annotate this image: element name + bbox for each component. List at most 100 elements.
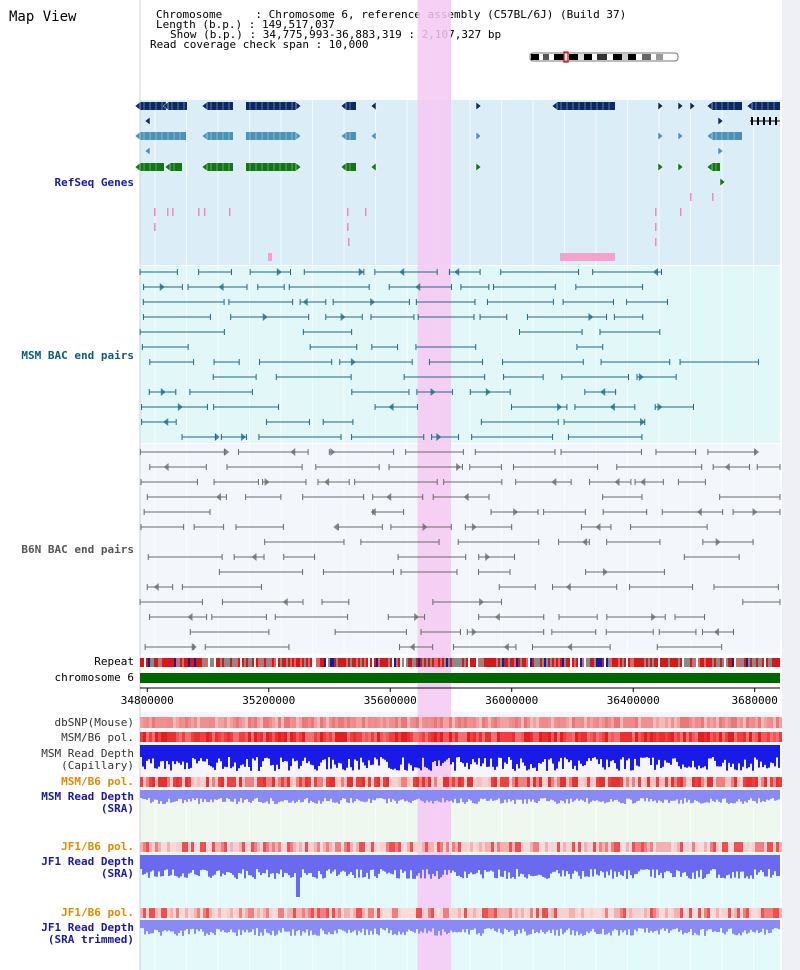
depth-bar [616, 920, 618, 931]
heat-cell [407, 908, 410, 918]
depth-bar [186, 855, 188, 878]
depth-bar [668, 855, 670, 872]
depth-bar [496, 745, 498, 767]
depth-bar [432, 920, 434, 929]
depth-bar [380, 745, 382, 758]
depth-bar [320, 920, 322, 929]
depth-bar [742, 745, 744, 767]
repeat-segment [220, 658, 222, 667]
heat-cell [302, 908, 305, 918]
depth-bar [298, 855, 300, 897]
repeat-segment [438, 658, 440, 667]
heat-cell [692, 717, 695, 728]
heat-cell [377, 732, 380, 742]
heat-cell [497, 777, 500, 787]
depth-bar [630, 920, 632, 936]
depth-bar [624, 920, 626, 931]
depth-bar [674, 855, 676, 877]
repeat-segment [320, 658, 322, 667]
heat-cell [686, 732, 689, 742]
heat-cell [767, 732, 770, 742]
depth-bar [660, 920, 662, 930]
depth-bar [244, 745, 246, 767]
depth-bar [606, 855, 608, 872]
heat-cell [527, 842, 530, 852]
depth-bar [776, 920, 778, 929]
depth-bar [648, 855, 650, 870]
depth-bar [762, 855, 764, 872]
depth-bar [334, 790, 336, 803]
depth-bar [416, 790, 418, 800]
depth-bar [536, 855, 538, 876]
heat-cell [458, 732, 461, 742]
heat-cell [743, 908, 746, 918]
depth-bar [778, 855, 780, 876]
depth-bar [202, 790, 204, 803]
repeat-segment [688, 658, 690, 667]
heat-cell [488, 842, 491, 852]
msm-bac-label[interactable]: MSM BAC end pairs [21, 349, 134, 362]
depth-bar [384, 855, 386, 872]
depth-bar [192, 790, 194, 799]
heat-cell [272, 842, 275, 852]
heat-cell [575, 717, 578, 728]
depth-bar [342, 745, 344, 770]
heat-cell [251, 717, 254, 728]
heat-cell [650, 732, 653, 742]
heat-cell [215, 777, 218, 787]
heat-cell [596, 777, 599, 787]
depth-bar [580, 745, 582, 764]
depth-bar [744, 745, 746, 760]
heat-cell [389, 732, 392, 742]
depth-bar [656, 855, 658, 870]
depth-bar [162, 920, 164, 932]
heat-cell [146, 777, 149, 787]
repeat-segment [636, 658, 638, 667]
repeat-segment [628, 658, 630, 667]
gene-strand-arrow [706, 101, 713, 111]
heat-cell [494, 842, 497, 852]
depth-bar [692, 920, 694, 936]
depth-bar [716, 790, 718, 800]
heat-cell [521, 717, 524, 728]
heat-cell [158, 908, 161, 918]
depth-bar [566, 790, 568, 800]
depth-bar [444, 920, 446, 932]
depth-bar [754, 745, 756, 758]
repeat-segment [140, 658, 142, 667]
b6n-bac-label[interactable]: B6N BAC end pairs [21, 543, 134, 556]
depth-bar [674, 745, 676, 759]
heat-cell [698, 908, 701, 918]
depth-bar [462, 920, 464, 930]
heat-cell [503, 777, 506, 787]
heat-cell [347, 842, 350, 852]
heat-cell [671, 732, 674, 742]
depth-bar [618, 855, 620, 872]
gene-strand-arrow [370, 101, 377, 111]
depth-bar [292, 790, 294, 801]
position-axis: 34800000 35200000 35600000 36000000 36400000… [121, 687, 780, 707]
heat-cell [545, 717, 548, 728]
bac-end-arrow [370, 508, 376, 516]
depth-bar [256, 790, 258, 799]
depth-bar [484, 745, 486, 759]
heat-cell [455, 842, 458, 852]
repeat-segment [180, 658, 182, 667]
gene-strand-arrow [746, 101, 753, 111]
refseq-label[interactable]: RefSeq Genes [54, 176, 134, 189]
heat-cell [425, 732, 428, 742]
heat-cell [431, 732, 434, 742]
heat-cell [398, 908, 401, 918]
repeat-segment [188, 658, 190, 667]
repeat-segment [574, 658, 576, 667]
depth-bar [690, 790, 692, 804]
depth-bar [420, 745, 422, 771]
depth-bar [772, 790, 774, 799]
heat-cell [767, 777, 770, 787]
heat-cell [143, 732, 146, 742]
refseq-tick [198, 208, 200, 216]
heat-cell [482, 842, 485, 852]
depth-bar [710, 920, 712, 930]
repeat-segment [732, 658, 734, 667]
